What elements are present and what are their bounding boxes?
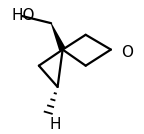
Text: H: H [50,117,61,132]
Polygon shape [51,23,66,51]
Text: HO: HO [12,8,35,23]
Text: O: O [121,45,133,60]
